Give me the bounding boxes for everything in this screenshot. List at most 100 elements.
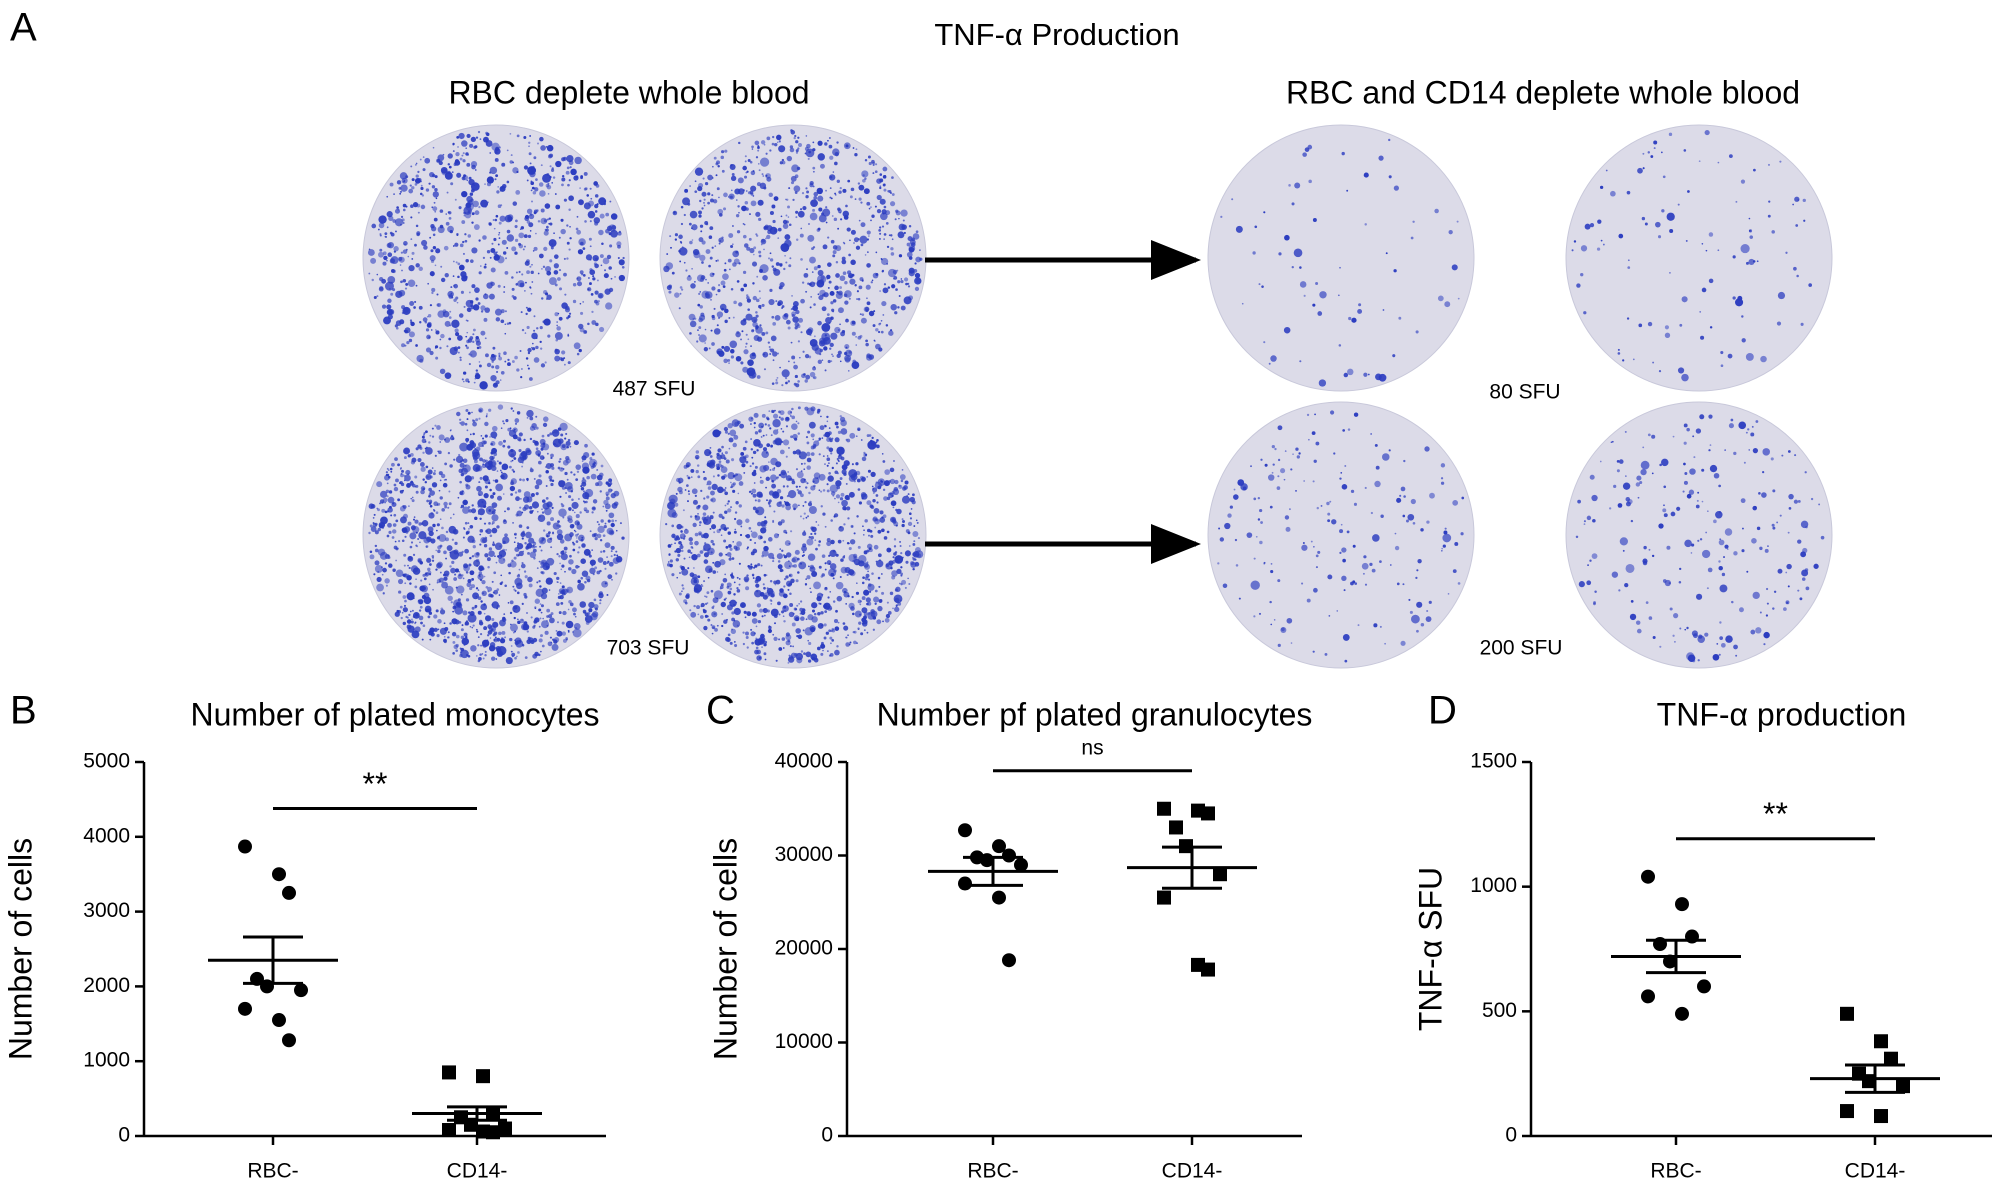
spot	[410, 184, 412, 186]
spot	[723, 540, 726, 543]
spot	[818, 208, 822, 212]
spot	[770, 211, 774, 215]
spot	[717, 529, 721, 533]
spot	[729, 448, 731, 450]
spot	[381, 566, 383, 568]
spot	[580, 242, 584, 246]
spot	[1411, 499, 1416, 504]
spot	[484, 266, 487, 269]
spot	[847, 180, 850, 183]
spot	[878, 229, 881, 232]
spot	[792, 316, 798, 322]
spot	[717, 487, 724, 494]
spot	[541, 571, 544, 574]
spot	[505, 310, 507, 312]
spot	[402, 312, 405, 315]
spot	[1239, 598, 1241, 600]
spot	[459, 422, 461, 424]
spot	[839, 454, 841, 456]
spot	[819, 566, 822, 569]
spot	[483, 257, 485, 259]
spot	[1750, 432, 1754, 436]
spot	[1652, 555, 1654, 557]
spot	[1718, 566, 1722, 570]
spot	[867, 301, 871, 305]
spot	[609, 201, 611, 203]
spot	[721, 446, 724, 449]
spot	[1710, 326, 1712, 328]
spot	[835, 626, 840, 631]
spot	[789, 655, 793, 659]
spot	[739, 504, 742, 507]
spot	[503, 493, 505, 495]
spot	[531, 189, 533, 191]
spot	[693, 567, 695, 569]
spot	[829, 550, 836, 557]
spot	[883, 489, 885, 491]
spot	[800, 613, 802, 615]
spot	[769, 499, 772, 502]
spot	[395, 231, 397, 233]
spot	[1774, 591, 1776, 593]
spot	[397, 498, 400, 501]
spot	[795, 211, 798, 214]
spot	[521, 466, 523, 468]
spot	[745, 201, 749, 205]
spot	[449, 622, 452, 625]
spot	[1375, 444, 1378, 447]
spot	[714, 590, 723, 599]
spot	[473, 464, 481, 472]
spot	[875, 603, 877, 605]
spot	[725, 554, 727, 556]
spot	[752, 282, 754, 284]
spot	[699, 291, 701, 293]
spot	[717, 448, 721, 452]
spot	[759, 169, 761, 171]
spot	[1788, 585, 1790, 587]
spot	[729, 558, 732, 561]
spot	[521, 562, 523, 564]
spot	[885, 210, 890, 215]
spot	[489, 152, 491, 154]
spot	[749, 527, 752, 530]
spot	[607, 574, 612, 579]
spot	[808, 659, 811, 662]
spot	[409, 339, 412, 342]
spot	[689, 332, 692, 335]
spot	[747, 308, 750, 311]
spot	[760, 158, 769, 167]
spot	[504, 533, 508, 537]
spot	[707, 515, 709, 517]
spot	[408, 505, 410, 507]
spot	[899, 583, 901, 585]
spot	[494, 254, 500, 260]
spot	[762, 615, 764, 617]
spot	[529, 286, 531, 288]
spot	[787, 662, 789, 664]
spot	[786, 215, 788, 217]
spot	[1372, 534, 1380, 542]
spot	[832, 148, 839, 155]
spot	[1307, 599, 1311, 603]
spot	[495, 658, 497, 660]
spot	[459, 419, 461, 421]
spot	[559, 317, 563, 321]
spot	[699, 305, 702, 308]
spot	[893, 507, 895, 509]
spot	[898, 218, 900, 220]
spot	[453, 261, 455, 263]
spot	[908, 583, 910, 585]
spot	[770, 258, 773, 261]
spot	[1263, 211, 1265, 213]
spot	[806, 135, 808, 137]
spot	[1772, 527, 1775, 530]
spot	[898, 485, 900, 487]
spot	[485, 530, 488, 533]
spot	[883, 167, 888, 172]
spot	[704, 199, 706, 201]
spot	[516, 513, 519, 516]
spot	[676, 478, 680, 482]
spot	[902, 469, 904, 471]
spot	[1234, 489, 1236, 491]
spot	[553, 443, 556, 446]
